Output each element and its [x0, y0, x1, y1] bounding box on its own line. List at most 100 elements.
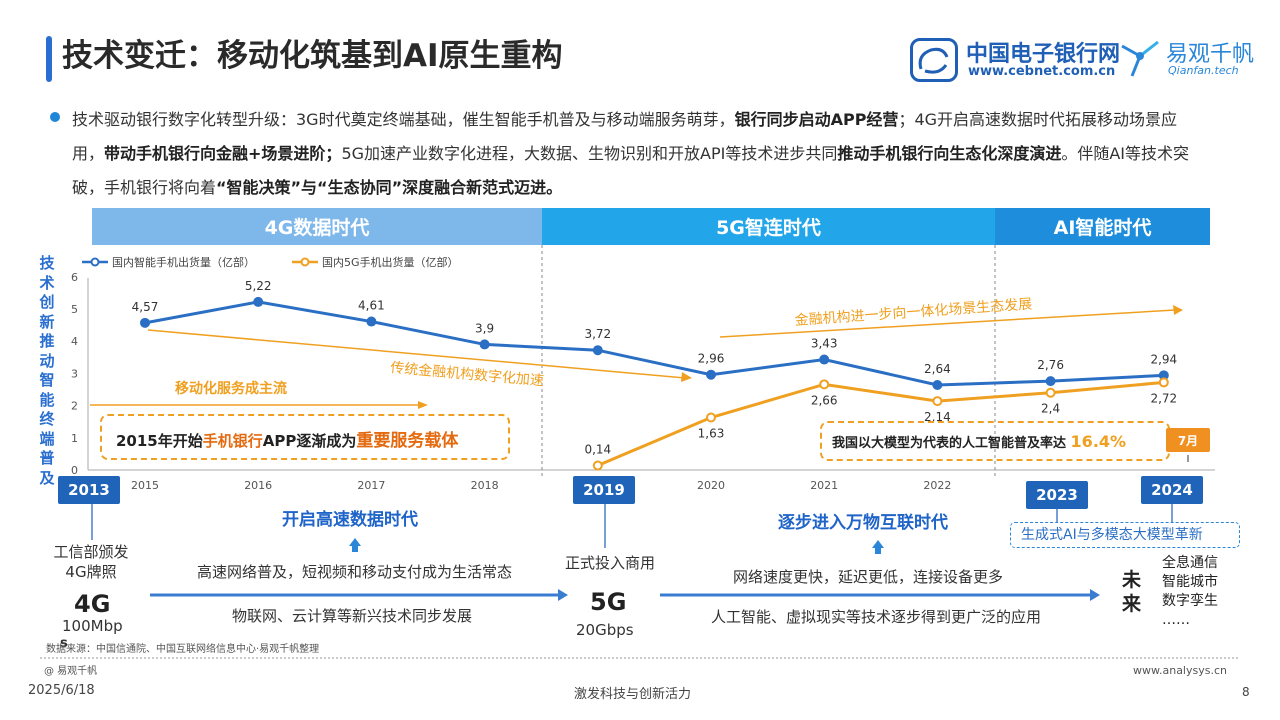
x-tick-label: 2020: [697, 479, 725, 492]
intro-bold-2: 带动手机银行向金融+场景进阶；: [104, 144, 342, 163]
site-url: www.analysys.cn: [1133, 664, 1227, 677]
future-item: 全息通信: [1162, 555, 1218, 571]
intro-bold-3: 推动手机银行向生态化深度演进: [837, 144, 1062, 163]
data-label: 2,14: [924, 410, 951, 424]
speed-5g: 20Gbps: [576, 621, 634, 639]
x-tick-label: 2021: [810, 479, 838, 492]
callout-2015-text-a: 2015年开始: [116, 432, 203, 450]
qianfan-logo-sub: Qianfan.tech: [1168, 64, 1239, 77]
data-point: [1045, 376, 1056, 387]
annotation-arrow-head: [1173, 305, 1183, 315]
data-label: 2,76: [1037, 358, 1064, 372]
series-line: [597, 380, 1164, 467]
desc-4g-2: 物联网、云计算等新兴技术同步发展: [232, 607, 473, 625]
month-badge: 7月: [1166, 428, 1210, 452]
annotation-arrow-head: [681, 372, 692, 382]
era-4g: 4G数据时代: [92, 208, 542, 245]
annotation-arrow: [147, 329, 686, 379]
data-label: 3,43: [811, 337, 838, 351]
copyright: @ 易观千帆: [44, 666, 98, 677]
title-accent-bar: [46, 36, 52, 82]
data-label: 2,4: [1041, 402, 1060, 416]
data-point: [706, 369, 716, 380]
data-label: 1,63: [698, 427, 725, 441]
future-item: 数字孪生: [1162, 593, 1218, 609]
miit-line-1: 工信部颁发: [53, 543, 129, 561]
callout-2015-text-c: APP逐渐成为: [262, 432, 357, 450]
intro-text-1: 技术驱动银行数字化转型升级：3G时代奠定终端基础，催生智能手机普及与移动端服务萌…: [72, 110, 735, 129]
head-4g-era: 开启高速数据时代: [282, 510, 418, 530]
y-tick-label: 5: [71, 303, 78, 316]
data-label: 2,66: [811, 393, 838, 407]
data-point: [253, 296, 264, 307]
x-tick-label: 2018: [471, 479, 499, 492]
year-box-2024: 2024: [1141, 476, 1203, 504]
cebnet-logo-text: 中国电子银行网: [966, 42, 1121, 67]
label-5g: 5G: [590, 588, 627, 616]
qianfan-logo-icon: [1118, 36, 1162, 80]
callout-2015-text-b: 手机银行: [202, 432, 263, 450]
legend-marker: [300, 257, 310, 267]
intro-text-2: ；4G开启高速数据时代拓展移动场景应用，: [72, 110, 1178, 163]
future-item: ……: [1162, 612, 1190, 628]
future-list: 全息通信 智能城市 数字孪生 ……: [1162, 554, 1218, 630]
data-source: 数据来源：中国信通院、中国互联网络信息中心·易观千帆整理: [46, 644, 320, 655]
chart-ylabel: 技术创新推动智能终端普及: [39, 254, 55, 487]
intro-text-3: 5G加速产业数字化进程，大数据、生物识别和开放API等技术进步共同: [341, 144, 838, 163]
year-box-2013: 2013: [58, 476, 120, 504]
speed-4g-suffix: s: [60, 636, 68, 651]
genai-text: 生成式AI与多模态大模型革新: [1021, 527, 1203, 543]
series-line: [144, 300, 1164, 387]
intro-bold-1: 银行同步启动APP经营: [734, 110, 899, 129]
data-label: 4,61: [358, 299, 385, 313]
legend-entry: 国内智能手机出货量（亿部）: [112, 255, 255, 269]
callout-ai-text: 我国以大模型为代表的人工智能普及率达: [832, 436, 1067, 451]
data-label: 2,94: [1150, 352, 1177, 366]
legend-marker: [90, 257, 100, 267]
year-box-2019: 2019: [573, 476, 635, 504]
commercial-5g-text: 正式投入商用: [565, 554, 656, 572]
data-point: [366, 316, 377, 327]
data-label: 2,72: [1150, 391, 1177, 405]
y-tick-label: 1: [71, 432, 78, 445]
y-tick-label: 3: [71, 367, 78, 380]
data-label: 0,14: [584, 442, 611, 456]
annotation-mobile-main: 移动化服务成主流: [175, 380, 287, 397]
data-point: [819, 354, 830, 365]
data-point: [1045, 387, 1056, 398]
data-point: [140, 317, 150, 328]
y-tick-label: 2: [71, 400, 78, 413]
data-label: 2,96: [698, 352, 725, 366]
x-tick-label: 2017: [357, 479, 385, 492]
intro-text-4: 。伴随AI等技术突破，手机银行将向着: [72, 144, 1190, 197]
miit-license-text: 工信部颁发 4G牌照: [50, 542, 132, 582]
footer-slogan: 激发科技与创新活力: [574, 687, 692, 702]
cebnet-logo-url: www.cebnet.com.cn: [968, 64, 1116, 79]
data-label: 3,72: [584, 327, 611, 341]
head-5g-era: 逐步进入万物互联时代: [778, 513, 948, 533]
data-label: 4,57: [132, 300, 159, 314]
x-tick-label: 2016: [244, 479, 272, 492]
data-label: 5,22: [245, 279, 272, 293]
page-number: 8: [1242, 685, 1250, 699]
y-tick-label: 6: [71, 271, 78, 284]
y-tick-label: 4: [71, 335, 78, 348]
bullet-icon: [50, 112, 60, 122]
genai-box: 生成式AI与多模态大模型革新: [1010, 522, 1240, 548]
report-date: 2025/6/18: [28, 683, 95, 698]
callout-2015: 2015年开始手机银行APP逐渐成为重要服务载体: [100, 414, 510, 460]
callout-ai-penetration: 我国以大模型为代表的人工智能普及率达 16.4%: [820, 421, 1170, 461]
x-tick-label: 2015: [131, 479, 159, 492]
desc-5g-2: 人工智能、虚拟现实等技术逐步得到更广泛的应用: [711, 608, 1042, 626]
intro-bold-4: “智能决策”与“生态协同”深度融合新范式迈进。: [216, 178, 563, 197]
annotation-arrow-head: [418, 401, 428, 409]
qianfan-logo-text: 易观千帆: [1166, 42, 1255, 67]
data-point: [592, 460, 603, 471]
label-4g: 4G: [74, 590, 111, 618]
era-5g: 5G智连时代: [542, 208, 995, 245]
era-ai: AI智能时代: [995, 208, 1210, 245]
data-point: [932, 396, 943, 407]
data-point: [819, 379, 830, 390]
data-label: 2,64: [924, 362, 951, 376]
